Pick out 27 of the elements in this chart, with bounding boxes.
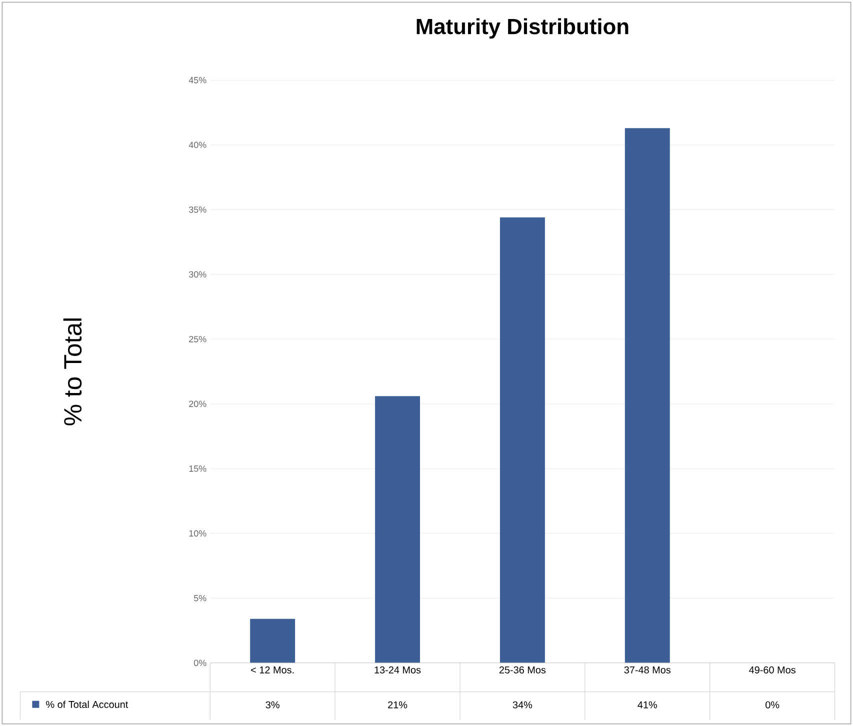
y-tick-label: 25%: [189, 336, 206, 342]
y-tick-label: 5%: [194, 594, 206, 602]
bar: [624, 128, 670, 663]
bar: [500, 217, 545, 663]
data-label: 21%: [388, 701, 408, 708]
x-tick-label: 25-36 Mos: [499, 666, 546, 674]
data-label: 41%: [638, 701, 658, 708]
x-tick-label: 13-24 Mos: [374, 666, 421, 674]
y-tick-label: 40%: [188, 142, 206, 148]
y-tick-label: 35%: [188, 206, 206, 213]
x-tick-label: < 12 Mos.: [251, 666, 294, 674]
x-tick-label: 37-48 Mos: [624, 666, 671, 674]
y-axis-title: % to Total: [63, 318, 82, 426]
x-tick-label: 49-60 Mos: [749, 666, 796, 674]
data-label: 34%: [512, 701, 532, 708]
legend-label: % of Total Account: [46, 700, 128, 708]
bar: [250, 618, 296, 663]
bar: [375, 396, 420, 663]
y-tick-label: 15%: [189, 465, 206, 472]
y-tick-label: 0%: [194, 660, 206, 666]
y-tick-label: 45%: [188, 76, 206, 84]
y-tick-label: 20%: [189, 400, 206, 408]
data-label: 0%: [766, 701, 780, 708]
y-tick-label: 10%: [189, 530, 206, 537]
data-label: 3%: [266, 701, 280, 708]
chart-title: Maturity Distribution: [416, 18, 628, 39]
y-tick-label: 30%: [188, 271, 206, 278]
